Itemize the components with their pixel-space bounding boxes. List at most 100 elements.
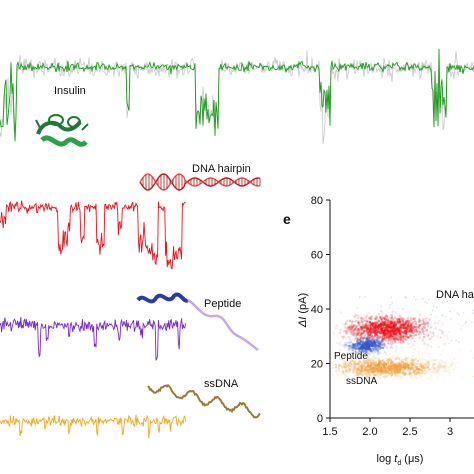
density-point [368, 348, 371, 351]
density-point [404, 372, 407, 376]
density-point [398, 330, 401, 333]
density-point [337, 369, 340, 372]
density-point [355, 373, 358, 376]
density-point [367, 337, 370, 340]
density-point [368, 353, 371, 356]
density-point [425, 365, 428, 369]
density-point [411, 363, 414, 366]
density-point [369, 362, 372, 365]
density-point [375, 325, 378, 328]
density-point [426, 361, 429, 364]
density-point [384, 320, 388, 323]
density-point [416, 367, 419, 370]
density-point [356, 368, 359, 371]
dna-hairpin-trace [0, 200, 186, 270]
density-point [372, 367, 375, 370]
density-point [357, 327, 360, 331]
density-point [383, 370, 386, 373]
density-point [409, 372, 412, 375]
density-point [372, 362, 375, 365]
density-point [392, 329, 395, 332]
density-point [370, 371, 373, 374]
density-point [374, 328, 378, 331]
density-point [345, 329, 348, 332]
density-point [388, 332, 391, 335]
density-point [370, 365, 373, 368]
density-point [374, 369, 377, 372]
density-point [420, 369, 423, 372]
density-point [392, 328, 395, 331]
density-point [404, 321, 408, 324]
density-point [355, 369, 358, 372]
density-point [374, 325, 377, 328]
density-point [410, 327, 413, 330]
density-point [344, 344, 347, 347]
density-point [351, 359, 354, 362]
density-point [371, 369, 374, 372]
density-point [393, 336, 396, 339]
density-point [392, 361, 395, 364]
density-point [367, 341, 370, 344]
density-point [364, 341, 367, 344]
density-point [407, 357, 410, 360]
density-point [375, 333, 379, 336]
density-point [373, 374, 376, 377]
density-point [383, 369, 386, 372]
density-point [452, 363, 456, 366]
density-point [363, 318, 365, 320]
density-point [381, 346, 384, 349]
density-point [378, 360, 382, 363]
density-point [403, 366, 406, 369]
density-point [357, 347, 360, 350]
density-point [383, 377, 387, 380]
density-point [400, 339, 403, 342]
density-point [396, 367, 399, 370]
density-point [382, 347, 385, 350]
density-point [382, 361, 385, 364]
density-point [388, 335, 391, 338]
density-point [397, 375, 400, 378]
density-point [365, 351, 369, 354]
density-point [382, 317, 385, 320]
density-point [426, 302, 428, 304]
density-point [397, 370, 401, 373]
density-point [389, 322, 392, 325]
density-point [374, 332, 378, 335]
density-point [368, 360, 371, 363]
density-point [358, 346, 361, 349]
density-point [383, 330, 386, 333]
density-point [407, 336, 411, 339]
density-point [351, 359, 354, 362]
density-point [350, 346, 354, 349]
density-point [390, 296, 392, 298]
density-point [433, 363, 436, 366]
density-point [377, 343, 380, 346]
density-point [374, 348, 377, 351]
density-point [351, 345, 354, 348]
density-point [399, 367, 403, 370]
density-point [378, 336, 381, 339]
density-point [418, 324, 421, 327]
density-point [398, 364, 401, 367]
density-point [411, 330, 414, 333]
density-point [359, 331, 362, 334]
density-point [400, 346, 404, 349]
density-point [391, 334, 394, 337]
density-point [385, 323, 388, 326]
density-point [359, 371, 363, 374]
density-point [365, 341, 368, 344]
density-point [343, 362, 346, 365]
density-point [412, 343, 415, 346]
density-point [361, 337, 365, 340]
density-point [402, 327, 405, 330]
density-point [362, 345, 365, 348]
density-point [404, 332, 408, 335]
density-point [356, 373, 359, 377]
density-point [407, 364, 411, 367]
density-point [417, 371, 420, 374]
density-point [375, 339, 378, 342]
density-point [340, 371, 343, 374]
density-point [469, 350, 472, 352]
density-point [366, 371, 369, 373]
density-point [395, 321, 399, 324]
